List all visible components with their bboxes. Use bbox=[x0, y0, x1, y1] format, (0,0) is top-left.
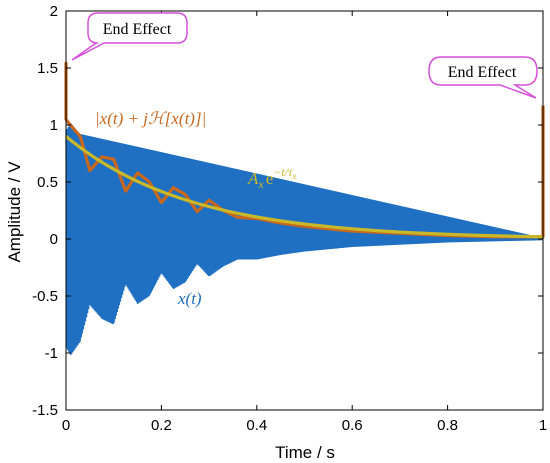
x-tick-label: 1 bbox=[539, 417, 547, 434]
fit-line bbox=[64, 135, 544, 239]
y-tick-label: 1.5 bbox=[37, 60, 58, 77]
x-tick-label: 0 bbox=[62, 417, 70, 434]
x-tick-label: 0.2 bbox=[151, 417, 172, 434]
fit-label-sub: x bbox=[257, 177, 264, 191]
y-tick-label: -1.5 bbox=[32, 402, 58, 419]
plot-frame bbox=[65, 10, 544, 411]
y-tick-label: -0.5 bbox=[32, 288, 58, 305]
fit-label: Ax e−t/τx bbox=[247, 165, 296, 191]
callout-left-text: End Effect bbox=[103, 21, 172, 38]
callout-left-bubble bbox=[71, 12, 188, 61]
callout-left: End Effect bbox=[71, 12, 188, 61]
signal-label: x(t) bbox=[177, 289, 202, 308]
signal-oscillation bbox=[65, 123, 544, 356]
y-tick-label: -1 bbox=[45, 345, 58, 362]
x-axis-label: Time / s bbox=[275, 443, 335, 462]
fit-label-e: e bbox=[266, 169, 274, 188]
x-tick-label: 0.8 bbox=[437, 417, 458, 434]
x-tick-label: 0.6 bbox=[342, 417, 363, 434]
data-layer bbox=[64, 62, 545, 356]
envelope-label: |x(t) + jℋ[x(t)]| bbox=[95, 109, 206, 128]
y-tick-label: 0.5 bbox=[37, 174, 58, 191]
y-axis-label: Amplitude / V bbox=[5, 161, 24, 263]
y-tick-label: 1 bbox=[50, 117, 58, 134]
callout-right: End Effect bbox=[428, 56, 538, 99]
fit-label-exp-sub: x bbox=[291, 171, 296, 181]
x-tick-label: 0.4 bbox=[246, 417, 267, 434]
y-tick-label: 0 bbox=[50, 231, 58, 248]
callout-right-text: End Effect bbox=[448, 64, 517, 81]
fit-label-exp: −t/τ bbox=[273, 165, 293, 179]
callout-right-bubble bbox=[428, 56, 538, 99]
fit-label-base: A bbox=[247, 169, 259, 188]
axes: 0 0.2 0.4 0.6 0.8 1 -1.5 -1 -0.5 0 0.5 1 1.5 2 bbox=[32, 3, 547, 434]
y-tick-label: 2 bbox=[50, 3, 58, 20]
